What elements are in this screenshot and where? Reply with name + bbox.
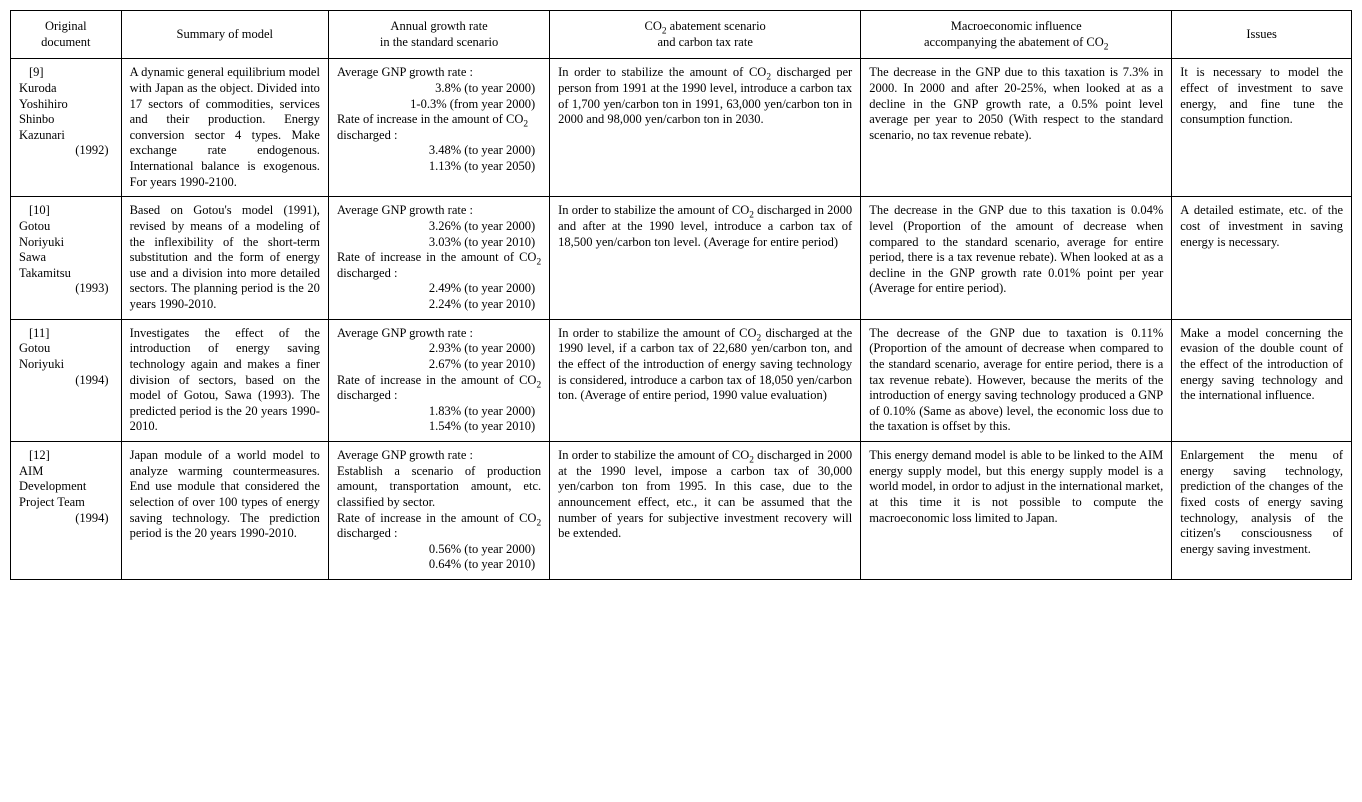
doc-authors: GotouNoriyukiSawaTakamitsu (19, 219, 71, 280)
summary-cell: Japan module of a world model to analyze… (121, 442, 328, 580)
doc-authors: GotouNoriyuki (19, 341, 64, 371)
col-header-growth: Annual growth ratein the standard scenar… (328, 11, 549, 59)
gnp-line: 3.03% (to year 2010) (337, 235, 541, 251)
doc-year: (1994) (19, 511, 113, 527)
summary-cell: Based on Gotou's model (1991), revised b… (121, 197, 328, 319)
doc-year: (1993) (19, 281, 113, 297)
header-row: Originaldocument Summary of model Annual… (11, 11, 1352, 59)
doc-cell: [11] GotouNoriyuki (1994) (11, 319, 122, 441)
co2-line: 1.13% (to year 2050) (337, 159, 541, 175)
gnp-label: Average GNP growth rate : (337, 65, 541, 81)
doc-authors: KurodaYoshihiroShinboKazunari (19, 81, 68, 142)
gnp-line: 3.26% (to year 2000) (337, 219, 541, 235)
doc-ref: [11] (19, 326, 113, 342)
col-header-document: Originaldocument (11, 11, 122, 59)
macro-cell: The decrease in the GNP due to this taxa… (861, 197, 1172, 319)
doc-cell: [12] AIMDevelopmentProject Team (1994) (11, 442, 122, 580)
macro-cell: The decrease in the GNP due to this taxa… (861, 59, 1172, 197)
co2-line: 0.64% (to year 2010) (337, 557, 541, 573)
gnp-line: 3.8% (to year 2000) (337, 81, 541, 97)
growth-cell: Average GNP growth rate : 3.26% (to year… (328, 197, 549, 319)
gnp-text: Establish a scenario of production amoun… (337, 464, 541, 511)
table-body: [9] KurodaYoshihiroShinboKazunari (1992)… (11, 59, 1352, 580)
doc-ref: [12] (19, 448, 113, 464)
col-header-abatement: CO2 abatement scenarioand carbon tax rat… (550, 11, 861, 59)
gnp-label: Average GNP growth rate : (337, 448, 541, 464)
co2-label: Rate of increase in the amount of CO2 di… (337, 112, 541, 143)
co2-label: Rate of increase in the amount of CO2 di… (337, 373, 541, 404)
co2-line: 2.24% (to year 2010) (337, 297, 541, 313)
doc-year: (1994) (19, 373, 113, 389)
table-row: [11] GotouNoriyuki (1994) Investigates t… (11, 319, 1352, 441)
abatement-cell: In order to stabilize the amount of CO2 … (550, 197, 861, 319)
gnp-line: 2.67% (to year 2010) (337, 357, 541, 373)
abatement-cell: In order to stabilize the amount of CO2 … (550, 319, 861, 441)
co2-label: Rate of increase in the amount of CO2 di… (337, 250, 541, 281)
co2-line: 2.49% (to year 2000) (337, 281, 541, 297)
growth-cell: Average GNP growth rate : Establish a sc… (328, 442, 549, 580)
table-row: [10] GotouNoriyukiSawaTakamitsu (1993) B… (11, 197, 1352, 319)
doc-ref: [10] (19, 203, 113, 219)
doc-year: (1992) (19, 143, 113, 159)
macro-cell: The decrease of the GNP due to taxation … (861, 319, 1172, 441)
doc-cell: [10] GotouNoriyukiSawaTakamitsu (1993) (11, 197, 122, 319)
doc-authors: AIMDevelopmentProject Team (19, 464, 86, 509)
doc-cell: [9] KurodaYoshihiroShinboKazunari (1992) (11, 59, 122, 197)
co2-line: 0.56% (to year 2000) (337, 542, 541, 558)
co2-line: 3.48% (to year 2000) (337, 143, 541, 159)
doc-ref: [9] (19, 65, 113, 81)
issues-cell: Enlargement the menu of energy saving te… (1172, 442, 1352, 580)
growth-cell: Average GNP growth rate : 3.8% (to year … (328, 59, 549, 197)
co2-line: 1.83% (to year 2000) (337, 404, 541, 420)
gnp-label: Average GNP growth rate : (337, 203, 541, 219)
table-row: [12] AIMDevelopmentProject Team (1994) J… (11, 442, 1352, 580)
gnp-line: 1-0.3% (from year 2000) (337, 97, 541, 113)
growth-cell: Average GNP growth rate : 2.93% (to year… (328, 319, 549, 441)
table-row: [9] KurodaYoshihiroShinboKazunari (1992)… (11, 59, 1352, 197)
col-header-macro: Macroeconomic influenceaccompanying the … (861, 11, 1172, 59)
issues-cell: Make a model concerning the evasion of t… (1172, 319, 1352, 441)
summary-cell: A dynamic general equilibrium model with… (121, 59, 328, 197)
issues-cell: A detailed estimate, etc. of the cost of… (1172, 197, 1352, 319)
co2-label: Rate of increase in the amount of CO2 di… (337, 511, 541, 542)
summary-cell: Investigates the effect of the introduct… (121, 319, 328, 441)
col-header-summary: Summary of model (121, 11, 328, 59)
col-header-issues: Issues (1172, 11, 1352, 59)
co2-line: 1.54% (to year 2010) (337, 419, 541, 435)
gnp-line: 2.93% (to year 2000) (337, 341, 541, 357)
abatement-cell: In order to stabilize the amount of CO2 … (550, 442, 861, 580)
macro-cell: This energy demand model is able to be l… (861, 442, 1172, 580)
models-table: Originaldocument Summary of model Annual… (10, 10, 1352, 580)
abatement-cell: In order to stabilize the amount of CO2 … (550, 59, 861, 197)
issues-cell: It is necessary to model the effect of i… (1172, 59, 1352, 197)
gnp-label: Average GNP growth rate : (337, 326, 541, 342)
